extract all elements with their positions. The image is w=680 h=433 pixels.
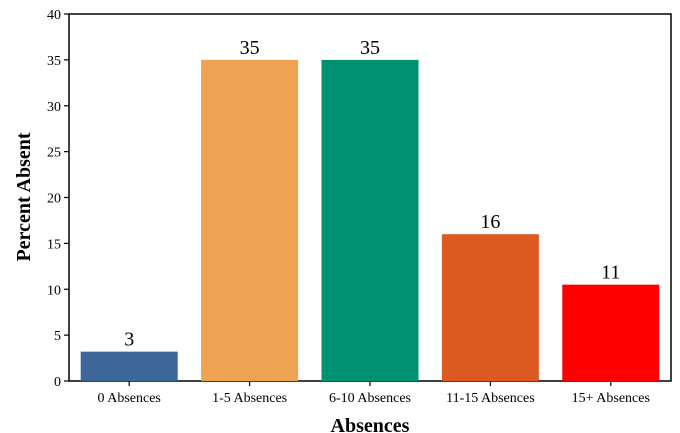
y-axis-title: Percent Absent — [13, 132, 35, 261]
x-axis-title: Absences — [331, 415, 410, 433]
bar — [201, 59, 299, 381]
y-tick-label: 5 — [54, 329, 61, 344]
bar — [80, 351, 178, 381]
bar-value-label: 35 — [360, 37, 380, 59]
bar-value-label: 3 — [124, 329, 134, 351]
y-tick-label: 30 — [47, 100, 61, 115]
y-tick-label: 35 — [47, 54, 61, 69]
x-category-label: 6-10 Absences — [329, 391, 411, 406]
y-tick-label: 25 — [47, 146, 61, 161]
x-category-label: 11-15 Absences — [446, 391, 535, 406]
bars — [80, 59, 660, 381]
x-axis-category-labels: 0 Absences 1-5 Absences 6-10 Absences 11-15… — [98, 381, 650, 406]
y-tick-label: 40 — [47, 8, 61, 23]
y-axis-ticks: 0 5 10 15 20 25 30 35 40 — [47, 8, 69, 390]
x-category-label: 15+ Absences — [572, 391, 650, 406]
bar-value-label: 16 — [480, 211, 500, 233]
y-tick-label: 10 — [47, 283, 61, 298]
y-tick-label: 0 — [54, 375, 61, 390]
x-category-label: 1-5 Absences — [212, 391, 287, 406]
bar-value-label: 11 — [601, 262, 620, 284]
bar — [562, 284, 660, 381]
x-category-label: 0 Absences — [98, 391, 161, 406]
data-labels: 3 35 35 16 11 — [124, 37, 620, 351]
y-tick-label: 15 — [47, 237, 61, 252]
bar — [441, 234, 539, 381]
bar — [321, 59, 419, 381]
y-tick-label: 20 — [47, 192, 61, 207]
bar-value-label: 35 — [240, 37, 260, 59]
